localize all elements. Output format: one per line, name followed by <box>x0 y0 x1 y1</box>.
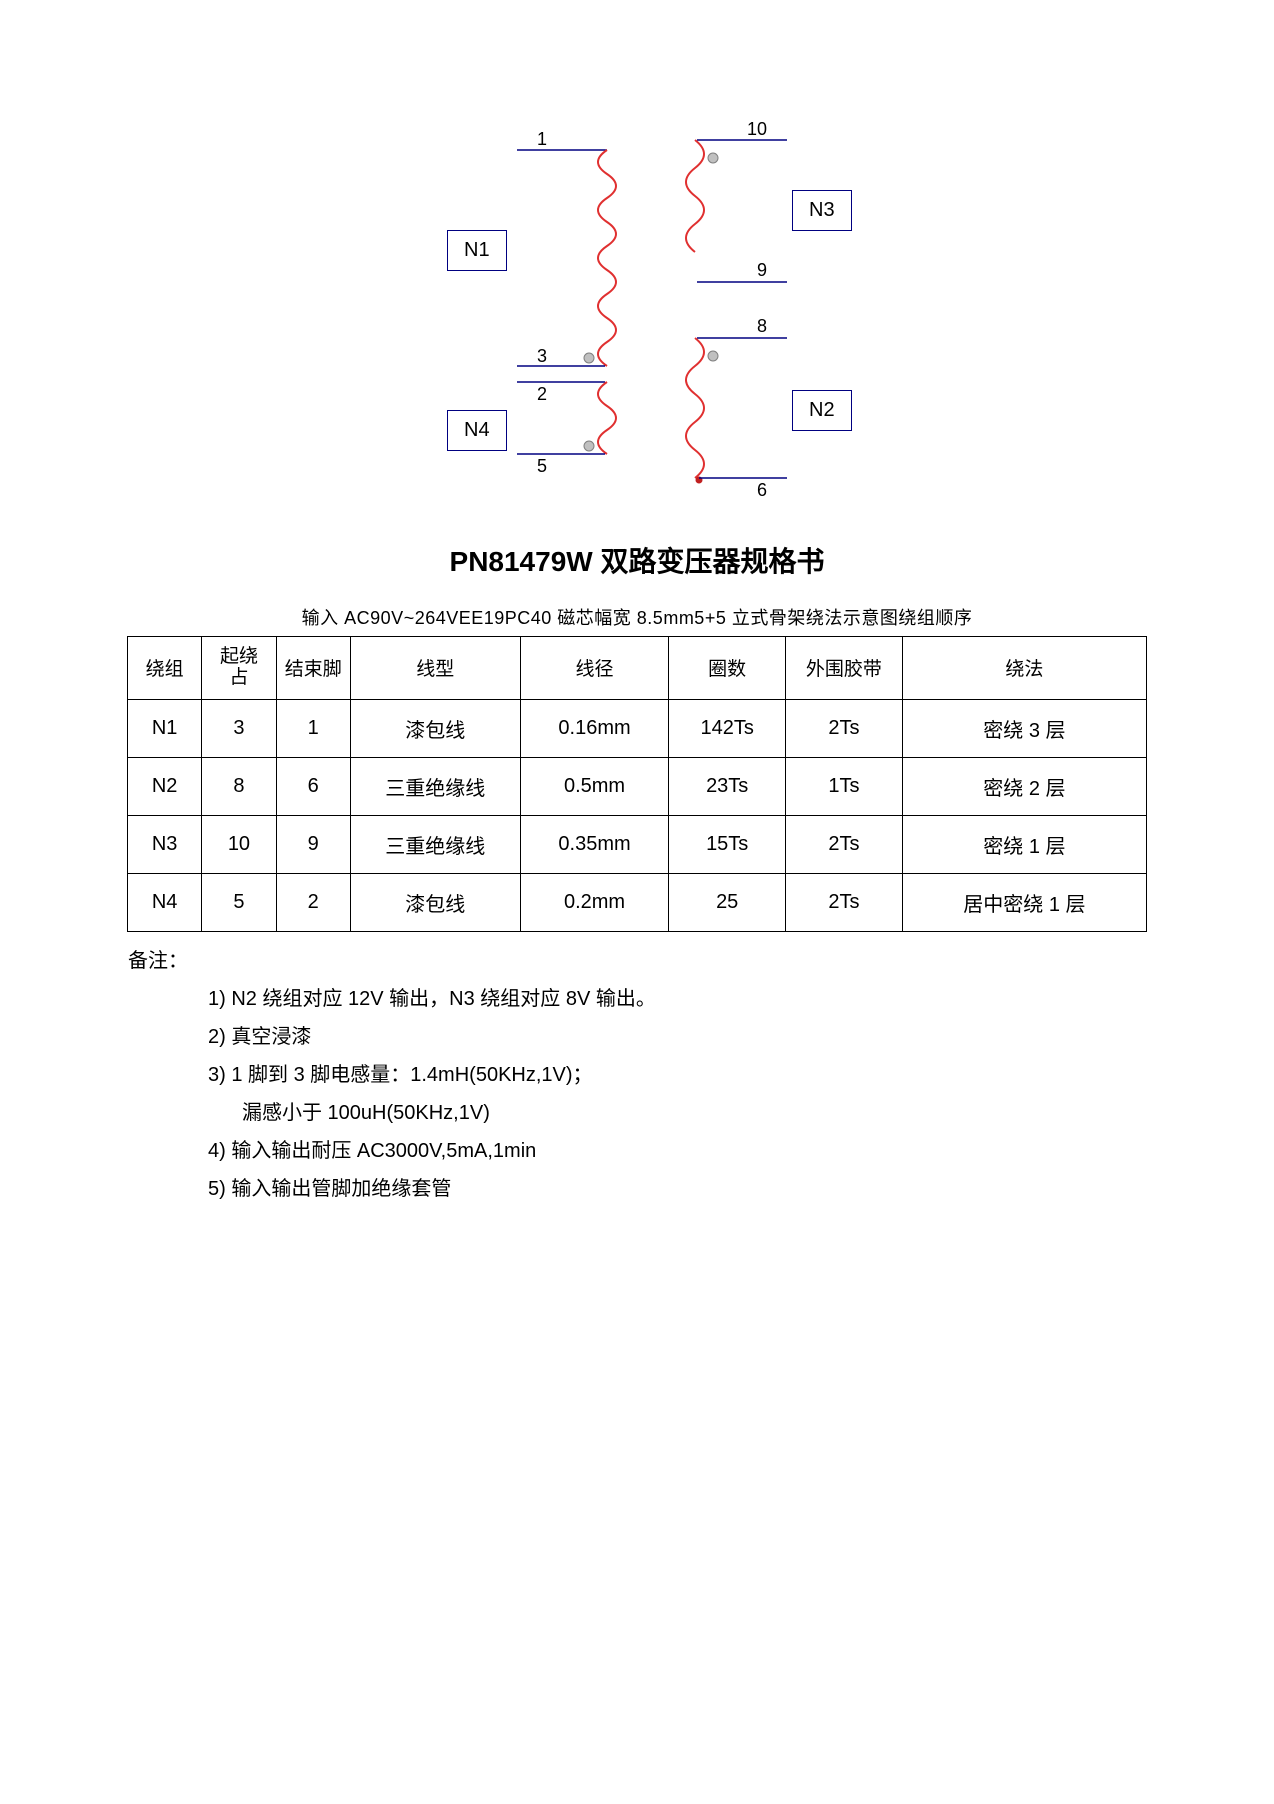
note-item: 5) 输入输出管脚加绝缘套管 <box>208 1170 1174 1208</box>
cell-tape: 2Ts <box>786 815 903 873</box>
cell-end: 1 <box>276 699 350 757</box>
notes-label: 备注： <box>128 950 188 972</box>
note-item: 2) 真空浸漆 <box>208 1018 1174 1056</box>
cell-method: 居中密绕 1 层 <box>902 873 1146 931</box>
table-row: N2 8 6 三重绝缘线 0.5mm 23Ts 1Ts 密绕 2 层 <box>128 757 1147 815</box>
cell-type: 三重绝缘线 <box>350 815 520 873</box>
winding-box-n1: N1 <box>447 230 507 271</box>
cell-type: 漆包线 <box>350 873 520 931</box>
cell-winding: N2 <box>128 757 202 815</box>
pin-6-label: 6 <box>757 480 767 500</box>
cell-type: 三重绝缘线 <box>350 757 520 815</box>
page-title: PN81479W 双路变压器规格书 <box>100 540 1174 580</box>
cell-diameter: 0.2mm <box>520 873 669 931</box>
cell-end: 6 <box>276 757 350 815</box>
table-row: N3 10 9 三重绝缘线 0.35mm 15Ts 2Ts 密绕 1 层 <box>128 815 1147 873</box>
table-body: N1 3 1 漆包线 0.16mm 142Ts 2Ts 密绕 3 层 N2 8 … <box>128 699 1147 931</box>
cell-turns: 15Ts <box>669 815 786 873</box>
cell-winding: N4 <box>128 873 202 931</box>
cell-tape: 2Ts <box>786 873 903 931</box>
hdr-start: 起绕 占 <box>202 637 276 700</box>
cell-start: 10 <box>202 815 276 873</box>
cell-turns: 142Ts <box>669 699 786 757</box>
winding-box-n4: N4 <box>447 410 507 451</box>
cell-type: 漆包线 <box>350 699 520 757</box>
note-item: 4) 输入输出耐压 AC3000V,5mA,1min <box>208 1132 1174 1170</box>
pin-10-label: 10 <box>747 120 767 139</box>
cell-turns: 23Ts <box>669 757 786 815</box>
cell-diameter: 0.5mm <box>520 757 669 815</box>
note-sub-item: 漏感小于 100uH(50KHz,1V) <box>242 1094 1174 1132</box>
hdr-end: 结束脚 <box>276 637 350 700</box>
diagram-svg: 1 3 2 5 10 9 8 <box>387 120 887 520</box>
cell-tape: 1Ts <box>786 757 903 815</box>
table-header-row: 绕组 起绕 占 结束脚 线型 线径 圈数 外围胶带 绕法 <box>128 637 1147 700</box>
cell-diameter: 0.35mm <box>520 815 669 873</box>
pin-5-label: 5 <box>537 456 547 476</box>
hdr-diameter: 线径 <box>520 637 669 700</box>
transformer-diagram: 1 3 2 5 10 9 8 <box>100 120 1174 520</box>
table-row: N4 5 2 漆包线 0.2mm 25 2Ts 居中密绕 1 层 <box>128 873 1147 931</box>
notes-section: 备注： 1) N2 绕组对应 12V 输出，N3 绕组对应 8V 输出。 2) … <box>128 942 1174 1208</box>
note-item: 3) 1 脚到 3 脚电感量：1.4mH(50KHz,1V)； <box>208 1056 1174 1094</box>
cell-method: 密绕 3 层 <box>902 699 1146 757</box>
cell-start: 8 <box>202 757 276 815</box>
pin-1-label: 1 <box>537 129 547 149</box>
spec-subtitle: 输入 AC90V~264VEE19PC40 磁芯幅宽 8.5mm5+5 立式骨架… <box>100 604 1174 630</box>
pin-2-label: 2 <box>537 384 547 404</box>
diagram-canvas: 1 3 2 5 10 9 8 <box>387 120 887 520</box>
hdr-method: 绕法 <box>902 637 1146 700</box>
cell-end: 9 <box>276 815 350 873</box>
cell-start: 5 <box>202 873 276 931</box>
pin-8-label: 8 <box>757 316 767 336</box>
cell-winding: N1 <box>128 699 202 757</box>
cell-method: 密绕 2 层 <box>902 757 1146 815</box>
cell-turns: 25 <box>669 873 786 931</box>
cell-method: 密绕 1 层 <box>902 815 1146 873</box>
note-item: 1) N2 绕组对应 12V 输出，N3 绕组对应 8V 输出。 <box>208 980 1174 1018</box>
pin-9-label: 9 <box>757 260 767 280</box>
cell-tape: 2Ts <box>786 699 903 757</box>
winding-table: 绕组 起绕 占 结束脚 线型 线径 圈数 外围胶带 绕法 N1 3 1 漆包线 … <box>127 636 1147 932</box>
notes-list: 1) N2 绕组对应 12V 输出，N3 绕组对应 8V 输出。 2) 真空浸漆… <box>208 980 1174 1208</box>
table-row: N1 3 1 漆包线 0.16mm 142Ts 2Ts 密绕 3 层 <box>128 699 1147 757</box>
hdr-tape: 外围胶带 <box>786 637 903 700</box>
winding-box-n3: N3 <box>792 190 852 231</box>
cell-winding: N3 <box>128 815 202 873</box>
hdr-type: 线型 <box>350 637 520 700</box>
cell-diameter: 0.16mm <box>520 699 669 757</box>
cell-end: 2 <box>276 873 350 931</box>
hdr-winding: 绕组 <box>128 637 202 700</box>
winding-box-n2: N2 <box>792 390 852 431</box>
hdr-turns: 圈数 <box>669 637 786 700</box>
pin-3-label: 3 <box>537 346 547 366</box>
cell-start: 3 <box>202 699 276 757</box>
